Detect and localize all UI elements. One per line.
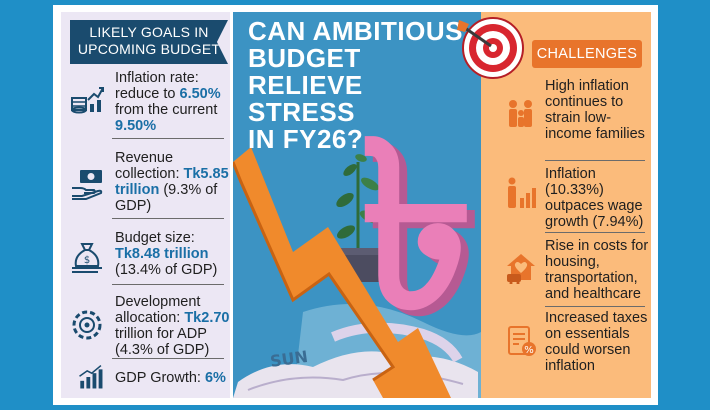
challenge-divider [545, 232, 645, 233]
coins-chart-icon [71, 87, 104, 114]
taka-symbol-shadow: ৳ [368, 100, 481, 367]
goal-revenue-text: Revenue collection: Tk5.85 trillion (9.3… [115, 150, 229, 214]
headline: CAN AMBITIOUS BUDGET RELIEVE STRESS IN F… [248, 18, 468, 153]
cash-hand-icon [72, 170, 103, 200]
goal-divider [112, 284, 224, 285]
target-dart-icon [457, 17, 524, 79]
growth-chart-icon [79, 364, 103, 389]
goal-gdp-text: GDP Growth: 6% [115, 370, 226, 386]
challenge-text: Increased taxes on essentials could wors… [545, 310, 648, 374]
svg-text:$: $ [84, 255, 90, 266]
svg-text:%: % [524, 345, 534, 356]
budget-illustration: ৳ ৳ SUN [233, 94, 481, 398]
goals-panel [61, 12, 230, 398]
headline-line-4: IN FY26? [248, 124, 364, 154]
goal-inflation-text: Inflation rate: reduce to 6.50% from the… [115, 70, 221, 134]
goal-budget-size-text: Budget size: Tk8.48 trillion (13.4% of G… [115, 230, 218, 278]
goals-heading: LIKELY GOALS IN UPCOMING BUDGET [70, 20, 228, 64]
house-health-icon [507, 254, 535, 284]
challenge-text: High inflation continues to strain low-i… [545, 78, 645, 142]
family-icon [509, 100, 532, 127]
tax-document-icon: % [508, 326, 536, 356]
headline-line-3: STRESS [248, 97, 356, 127]
goals-heading-line-2: UPCOMING BUDGET [77, 41, 221, 57]
headline-line-1: CAN AMBITIOUS [248, 16, 463, 46]
challenges-heading: CHALLENGES [532, 40, 642, 68]
center-illustration-panel: ৳ ৳ SUN [233, 12, 481, 398]
goal-development-text: Development allocation: Tk2.70 trillion … [115, 294, 230, 358]
development-gear-icon [72, 310, 102, 340]
challenge-text: Inflation (10.33%) outpaces wage growth … [545, 166, 644, 230]
falling-arrow-icon [233, 147, 451, 398]
money-bag-icon: $ [72, 243, 102, 273]
wage-chart-icon [508, 177, 536, 208]
goals-heading-line-1: LIKELY GOALS IN [89, 24, 209, 40]
challenge-divider [545, 306, 645, 307]
challenge-text: Rise in costs for housing, transportatio… [545, 238, 649, 302]
headline-line-2: BUDGET RELIEVE [248, 43, 363, 100]
challenge-divider [545, 160, 645, 161]
goal-divider [112, 218, 224, 219]
goal-divider [112, 358, 224, 359]
goal-divider [112, 138, 224, 139]
